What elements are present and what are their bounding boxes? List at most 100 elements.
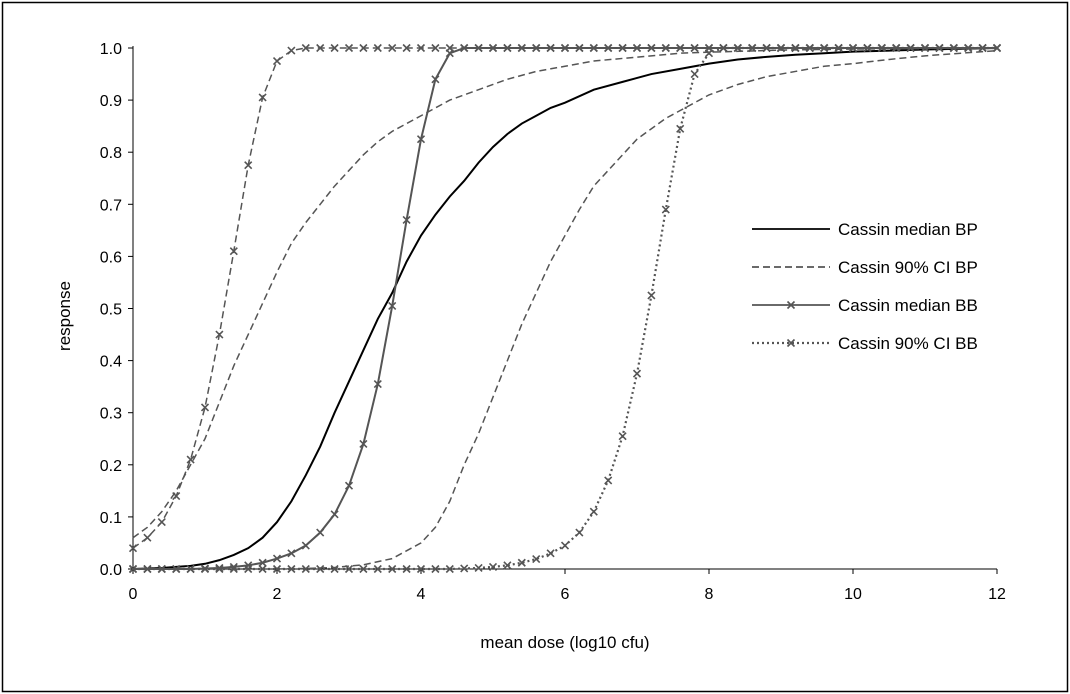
- legend-label: Cassin 90% CI BP: [838, 258, 978, 277]
- data-point: [805, 43, 814, 53]
- data-point: [604, 43, 613, 53]
- data-point: [244, 161, 253, 170]
- data-point: [733, 43, 742, 53]
- data-point: [964, 43, 973, 53]
- data-point: [589, 507, 598, 516]
- data-point: [272, 56, 282, 66]
- data-point: [661, 43, 670, 53]
- data-point: [820, 43, 829, 53]
- data-point: [676, 43, 685, 53]
- data-point: [301, 43, 310, 53]
- y-tick-label: 0.6: [100, 249, 122, 266]
- data-point: [200, 403, 210, 412]
- data-point: [690, 69, 699, 79]
- data-point: [488, 562, 498, 571]
- y-tick-label: 0.1: [100, 510, 122, 527]
- legend-item: Cassin 90% CI BB: [752, 334, 978, 353]
- data-point: [416, 135, 426, 144]
- data-point: [316, 564, 325, 574]
- legend-item: Cassin median BB: [752, 296, 978, 315]
- legend-marker: [786, 300, 796, 310]
- x-tick-label: 6: [561, 586, 570, 603]
- x-tick-label: 10: [844, 586, 862, 603]
- data-point: [172, 491, 181, 501]
- data-point: [517, 558, 526, 567]
- data-point: [373, 564, 382, 574]
- legend-label: Cassin 90% CI BB: [838, 334, 978, 353]
- data-point: [359, 43, 368, 53]
- y-tick-label: 0.0: [100, 562, 122, 579]
- data-point: [647, 291, 656, 300]
- data-point: [445, 564, 454, 574]
- data-point: [488, 43, 498, 53]
- data-point: [431, 75, 440, 84]
- data-point: [676, 124, 685, 133]
- data-point: [978, 43, 987, 53]
- data-point: [258, 93, 267, 102]
- data-point: [186, 564, 195, 574]
- y-tick-label: 0.9: [100, 93, 122, 110]
- data-point: [632, 369, 642, 378]
- data-point: [632, 43, 642, 53]
- data-point: [834, 43, 843, 53]
- data-point: [460, 564, 469, 573]
- data-point: [575, 43, 584, 53]
- data-point: [157, 564, 166, 574]
- y-tick-label: 0.2: [100, 458, 122, 475]
- y-tick-label: 0.5: [100, 302, 122, 319]
- data-point: [258, 558, 267, 567]
- legend-item: Cassin 90% CI BP: [752, 258, 978, 277]
- x-tick-label: 0: [129, 586, 138, 603]
- data-point: [402, 215, 411, 224]
- series-5: [128, 43, 1002, 574]
- data-point: [949, 43, 958, 53]
- data-point: [863, 43, 872, 53]
- y-tick-label: 0.3: [100, 406, 122, 423]
- data-point: [762, 43, 771, 53]
- data-point: [373, 43, 382, 53]
- data-point: [560, 43, 570, 53]
- data-point: [532, 43, 541, 53]
- legend-label: Cassin median BP: [838, 220, 978, 239]
- data-point: [589, 43, 598, 53]
- data-point: [704, 49, 714, 58]
- y-tick-label: 0.4: [100, 354, 122, 371]
- data-point: [776, 43, 786, 53]
- y-tick-label: 0.7: [100, 197, 122, 214]
- y-tick-label: 1.0: [100, 41, 122, 58]
- data-point: [877, 43, 886, 53]
- legend: Cassin median BP Cassin 90% CI BP Cassin m…: [752, 220, 978, 353]
- data-point: [388, 43, 397, 53]
- data-point: [388, 301, 397, 310]
- data-point: [229, 247, 238, 256]
- data-point: [460, 43, 469, 53]
- data-point: [892, 43, 901, 53]
- data-point: [546, 549, 555, 558]
- series-line: [133, 49, 998, 570]
- data-point: [690, 43, 699, 53]
- data-point: [474, 43, 483, 53]
- x-tick-label: 8: [705, 586, 714, 603]
- data-point: [906, 43, 915, 53]
- data-point: [416, 564, 426, 574]
- data-point: [143, 564, 152, 574]
- data-point: [215, 330, 224, 339]
- data-point: [503, 561, 512, 570]
- data-point: [647, 43, 656, 53]
- data-point: [532, 555, 541, 564]
- series-layer: [128, 43, 1002, 574]
- data-point: [143, 533, 152, 542]
- data-point: [992, 43, 1002, 53]
- data-point: [344, 564, 354, 574]
- data-point: [935, 43, 944, 53]
- x-tick-label: 2: [273, 586, 282, 603]
- series-2: [133, 49, 998, 570]
- data-point: [128, 544, 138, 553]
- data-point: [920, 43, 930, 53]
- data-point: [618, 43, 627, 53]
- y-axis-label: response: [55, 281, 74, 351]
- x-tick-label: 4: [417, 586, 426, 603]
- data-point: [416, 43, 426, 53]
- data-point: [330, 510, 339, 519]
- data-point: [359, 439, 368, 449]
